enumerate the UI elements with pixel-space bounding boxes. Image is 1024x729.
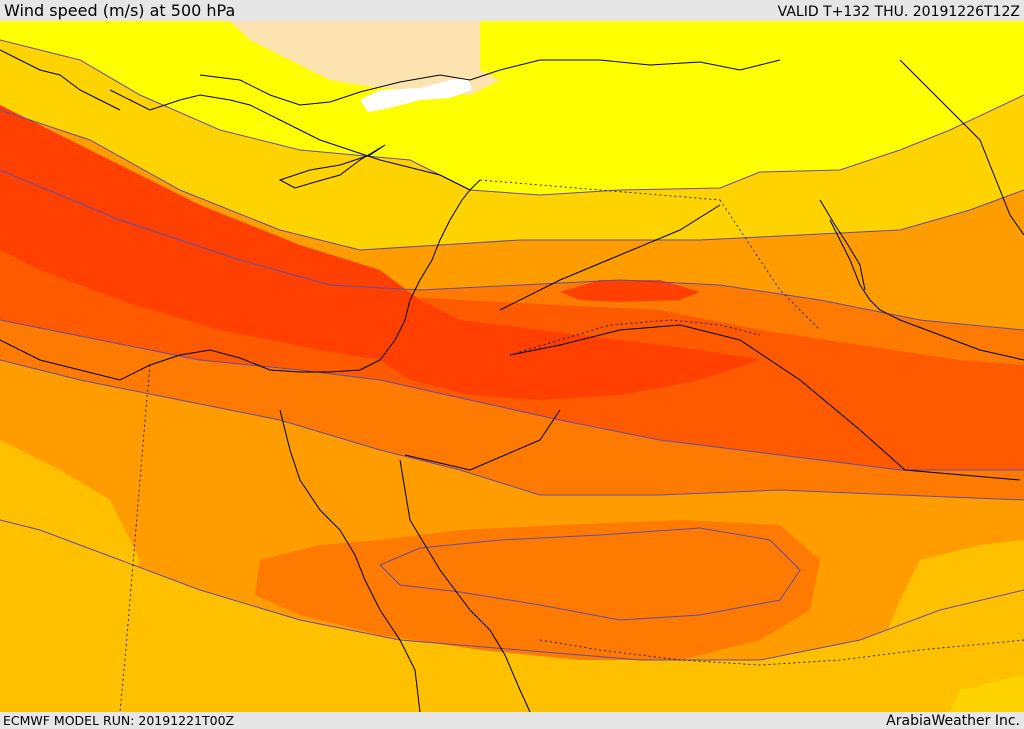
contour-line-2: [0, 169, 1024, 331]
border-saudi-south: [539, 639, 1024, 666]
border-sinai-saudi: [404, 409, 561, 471]
contour-line-3: [0, 319, 1024, 471]
coast-aegean: [0, 49, 121, 111]
footer-bar: ECMWF MODEL RUN: 20191221T00Z ArabiaWeat…: [0, 712, 1024, 729]
coast-cyprus: [278, 144, 386, 189]
solid-borders: [404, 204, 1021, 481]
valid-time-label: VALID T+132 THU. 20191226T12Z: [777, 4, 1020, 20]
contour-line-7: [0, 39, 1024, 196]
map-canvas[interactable]: [0, 21, 1024, 712]
wind-band-yellow-southeast: [950, 675, 1024, 712]
border-saudi-jordan-solid: [509, 324, 1021, 481]
coast-red-sea-west: [279, 409, 421, 712]
coast-persian-gulf: [829, 219, 1024, 361]
border-saudi-iraq: [509, 319, 761, 356]
border-turkey-syria: [479, 179, 721, 201]
wind-band-amber-southwest: [0, 440, 140, 700]
coastline-lines: [0, 49, 1024, 712]
wind-band-yellow: [0, 21, 1024, 195]
border-jordan-iraq-solid: [499, 204, 721, 311]
wind-band-amber-southeast: [880, 540, 1024, 712]
coast-gulf-north: [819, 199, 866, 291]
coast-red-sea-east: [399, 459, 531, 712]
wind-speed-bands: [0, 21, 1024, 712]
coast-mediterranean: [0, 179, 481, 381]
wind-band-gold: [0, 40, 1024, 250]
border-iraq-iran: [719, 199, 821, 331]
border-lines: [119, 179, 1024, 712]
map-title: Wind speed (m/s) at 500 hPa: [4, 1, 236, 20]
model-run-label: ECMWF MODEL RUN: 20191221T00Z: [3, 713, 235, 728]
coast-turkey-south: [109, 89, 471, 191]
border-egypt-libya: [119, 364, 151, 712]
contour-line-1: [0, 109, 1024, 251]
contour-line-4: [0, 359, 1024, 501]
wind-band-red: [0, 105, 760, 400]
contour-line-5: [0, 519, 1024, 661]
credit-label: ArabiaWeather Inc.: [886, 713, 1020, 729]
contour-line-6: [379, 527, 801, 621]
wind-speed-contours: [0, 39, 1024, 661]
wind-speed-map[interactable]: [0, 21, 1024, 712]
header-bar: Wind speed (m/s) at 500 hPa VALID T+132 …: [0, 0, 1024, 21]
wind-band-red-east-jet: [560, 280, 700, 302]
wind-band-red-orange: [0, 150, 1024, 470]
coast-caspian: [899, 59, 1024, 236]
coast-turkey-north: [199, 59, 781, 106]
black-sea-white-patch: [360, 78, 472, 112]
wind-band-orange-south-ring: [255, 520, 820, 660]
